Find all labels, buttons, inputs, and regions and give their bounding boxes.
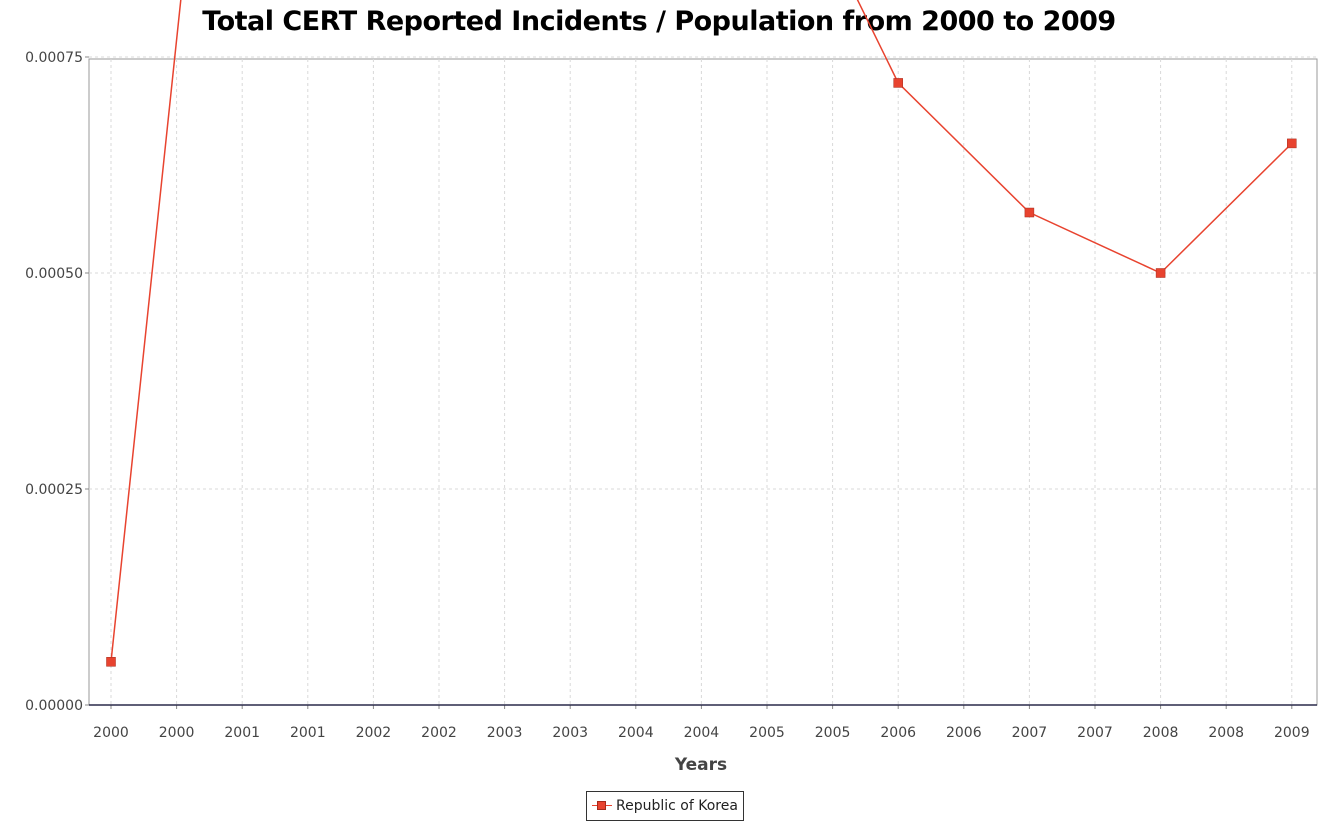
data-point (1024, 207, 1035, 218)
x-tick-label: 2001 (290, 725, 326, 741)
x-tick-label: 2007 (1077, 725, 1113, 741)
x-tick-label: 2005 (749, 725, 785, 741)
x-tick-label: 2000 (159, 725, 195, 741)
x-tick-label: 2008 (1143, 725, 1179, 741)
x-tick-label: 2002 (356, 725, 392, 741)
y-tick-label: 0.00050 (25, 266, 83, 282)
x-tick-label: 2004 (618, 725, 654, 741)
data-point (1155, 268, 1166, 278)
x-tick-label: 2005 (815, 725, 851, 741)
y-axis: 0.000000.000250.000500.000750.001000.001… (25, 50, 89, 714)
x-tick-label: 2007 (1012, 725, 1048, 741)
data-point (1287, 138, 1297, 149)
plot-frame (88, 58, 1318, 706)
y-tick-label: 0.00075 (25, 50, 83, 66)
series-line (110, 0, 1293, 662)
x-tick-label: 2006 (946, 725, 982, 741)
x-axis-title: Years (674, 755, 727, 775)
grid-layer (89, 56, 1317, 705)
x-tick-label: 2004 (684, 725, 720, 741)
x-tick-label: 2001 (224, 725, 260, 741)
x-tick-label: 2009 (1274, 725, 1310, 741)
x-tick-label: 2003 (552, 725, 588, 741)
legend-label: Republic of Korea (616, 798, 738, 814)
chart-title: Total CERT Reported Incidents / Populati… (202, 6, 1116, 37)
data-point (893, 78, 903, 88)
x-tick-label: 2008 (1208, 725, 1244, 741)
y-tick-label: 0.00000 (25, 698, 83, 714)
legend: Republic of Korea (586, 791, 744, 821)
series-layer (106, 0, 1297, 667)
x-tick-label: 2006 (880, 725, 916, 741)
y-tick-label: 0.00025 (25, 482, 83, 498)
legend-swatch-icon (592, 800, 612, 812)
x-tick-label: 2003 (487, 725, 523, 741)
x-axis: 2000 2000 2001 2001 2002 2002 2003 2003 2004 2004… (93, 705, 1310, 741)
data-point (106, 657, 116, 667)
x-tick-label: 2002 (421, 725, 457, 741)
x-tick-label: 2000 (93, 725, 129, 741)
